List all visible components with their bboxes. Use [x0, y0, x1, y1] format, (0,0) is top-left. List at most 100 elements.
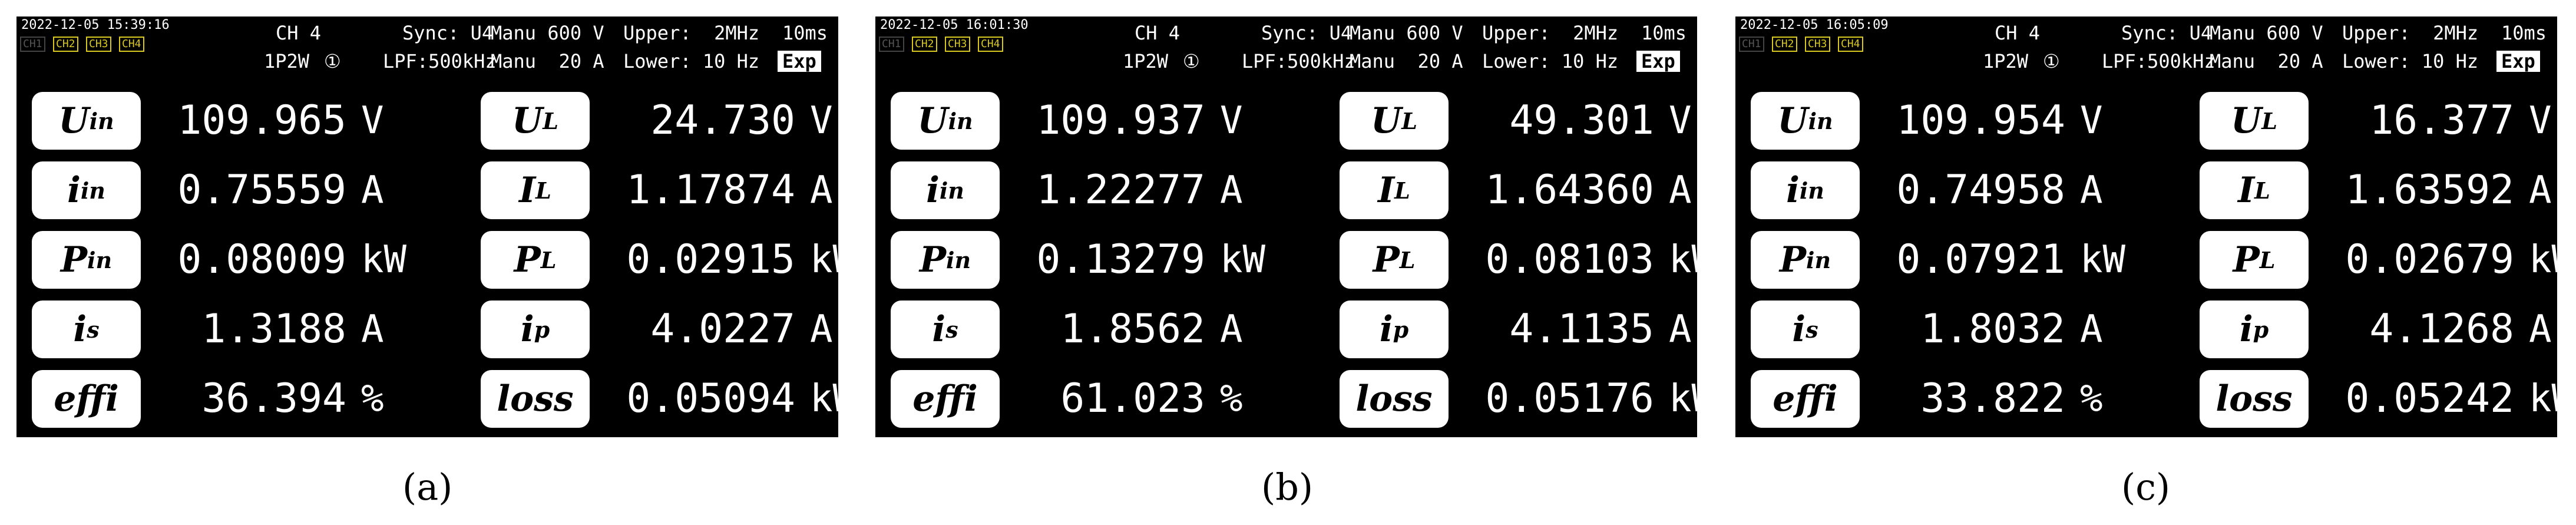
quantity-symbol: loss — [1355, 378, 1433, 420]
header-rate: 10ms — [2501, 22, 2547, 44]
quantity-subscript: p — [534, 316, 550, 343]
instrument-screen: 2022-12-05 15:39:16 CH1 CH2 CH3 CH4 CH 4 1P2W ①… — [16, 16, 855, 437]
reading-unit: kW — [2529, 238, 2575, 282]
reading-unit: V — [2529, 99, 2552, 143]
header-rate: 10ms — [782, 22, 828, 44]
reading-unit: kW — [1220, 238, 1266, 282]
reading-value: 0.02915 — [626, 236, 795, 283]
header-channel: CH 4 — [1995, 22, 2041, 44]
quantity-symbol: U — [1370, 100, 1402, 141]
quantity-subscript: L — [1399, 246, 1416, 273]
quantity-symbol: effi — [912, 378, 978, 420]
header-sync: Sync: U4 — [1261, 22, 1353, 44]
quantity-label: loss — [2200, 370, 2309, 428]
quantity-symbol: loss — [2215, 378, 2293, 420]
reading-value: 61.023 — [1060, 375, 1205, 422]
reading-value: 0.05094 — [626, 375, 795, 422]
quantity-symbol: effi — [1773, 378, 1838, 420]
header-mode: Exp — [778, 51, 821, 72]
header-lower: Lower: 10 Hz — [2342, 50, 2479, 72]
quantity-label: effi — [891, 370, 1000, 428]
channel-tag: CH2 — [53, 37, 78, 52]
timestamp: 2022-12-05 16:05:09 — [1740, 18, 1889, 32]
reading-value: 16.377 — [2369, 97, 2514, 144]
caption: (a) — [402, 465, 453, 509]
header-sync: Sync: U4 — [402, 22, 494, 44]
header-vrange: Manu 600 V — [1350, 22, 1463, 44]
quantity-label: i in — [1751, 161, 1860, 219]
reading-unit: % — [1220, 377, 1243, 421]
quantity-subscript: in — [87, 246, 113, 273]
header-sync: Sync: U4 — [2121, 22, 2213, 44]
quantity-symbol: U — [58, 100, 90, 141]
quantity-subscript: L — [540, 246, 557, 273]
quantity-label: i in — [32, 161, 141, 219]
channel-tag: CH3 — [86, 37, 111, 52]
header-upper: Upper: 2MHz — [623, 22, 760, 44]
channel-tag: CH3 — [945, 37, 970, 52]
quantity-subscript: in — [946, 246, 971, 273]
quantity-symbol: i — [67, 170, 81, 211]
reading-value: 0.74958 — [1896, 167, 2065, 213]
instrument-screen: 2022-12-05 16:05:09 CH1 CH2 CH3 CH4 CH 4 1P2W ①… — [1735, 16, 2574, 437]
quantity-symbol: U — [917, 100, 948, 141]
quantity-label: effi — [1751, 370, 1860, 428]
quantity-symbol: P — [60, 239, 88, 280]
reading-unit: % — [361, 377, 384, 421]
reading-value: 0.08009 — [177, 236, 346, 283]
channel-tag: CH4 — [119, 37, 144, 52]
header-mode: Exp — [1636, 51, 1680, 72]
quantity-subscript: L — [2259, 246, 2276, 273]
reading-value: 0.08103 — [1485, 236, 1654, 283]
header-lpf: LPF:500kHz — [1242, 50, 1355, 72]
reading-unit: A — [361, 308, 384, 351]
quantity-subscript: s — [1805, 316, 1818, 343]
header-channel: CH 4 — [276, 22, 322, 44]
timestamp: 2022-12-05 15:39:16 — [21, 18, 170, 32]
quantity-subscript: L — [1401, 107, 1418, 134]
header-arange: Manu 20 A — [1350, 50, 1463, 72]
quantity-symbol: P — [2233, 239, 2260, 280]
header-wiring: 1P2W — [1123, 50, 1169, 72]
header-vrange: Manu 600 V — [2210, 22, 2323, 44]
header-mode: Exp — [2496, 51, 2540, 72]
quantity-subscript: in — [939, 177, 964, 204]
quantity-subscript: in — [80, 177, 105, 204]
quantity-subscript: s — [945, 316, 958, 343]
quantity-subscript: in — [1806, 246, 1831, 273]
reading-unit: V — [2080, 99, 2103, 143]
header-wiring: 1P2W — [264, 50, 310, 72]
reading-unit: A — [1669, 169, 1692, 212]
quantity-symbol: P — [1373, 239, 1400, 280]
channel-tag: CH2 — [912, 37, 937, 52]
reading-unit: A — [1220, 308, 1243, 351]
header-wiring: 1P2W — [1983, 50, 2029, 72]
reading-unit: kW — [810, 377, 856, 421]
header-marker: ① — [2043, 50, 2060, 72]
quantity-subscript: in — [948, 107, 973, 134]
caption: (c) — [2121, 465, 2171, 509]
quantity-subscript: p — [2253, 316, 2269, 343]
reading-value: 0.05242 — [2345, 375, 2514, 422]
reading-value: 1.3188 — [201, 306, 346, 352]
channel-tag: CH2 — [1772, 37, 1797, 52]
header-marker: ① — [1183, 50, 1200, 72]
quantity-symbol: i — [1379, 309, 1393, 350]
reading-value: 0.02679 — [2345, 236, 2514, 283]
header-arange: Manu 20 A — [2210, 50, 2323, 72]
quantity-symbol: loss — [497, 378, 574, 420]
header-arange: Manu 20 A — [491, 50, 604, 72]
reading-value: 1.22277 — [1036, 167, 1205, 213]
quantity-subscript: L — [1394, 177, 1410, 204]
channel-tag: CH4 — [1838, 37, 1863, 52]
reading-value: 33.822 — [1920, 375, 2065, 422]
